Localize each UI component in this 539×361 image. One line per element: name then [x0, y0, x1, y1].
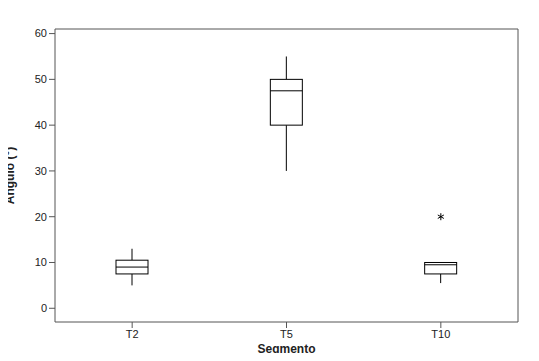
svg-text:T5: T5: [280, 328, 293, 340]
svg-text:T2: T2: [126, 328, 139, 340]
svg-text:50: 50: [35, 73, 47, 85]
svg-text:T10: T10: [431, 328, 450, 340]
svg-text:20: 20: [35, 211, 47, 223]
svg-text:10: 10: [35, 256, 47, 268]
svg-text:Ángulo (°): Ángulo (°): [8, 147, 17, 204]
svg-text:40: 40: [35, 119, 47, 131]
svg-text:0: 0: [41, 302, 47, 314]
svg-text:60: 60: [35, 27, 47, 39]
svg-text:30: 30: [35, 165, 47, 177]
svg-text:Segmento: Segmento: [257, 342, 315, 353]
